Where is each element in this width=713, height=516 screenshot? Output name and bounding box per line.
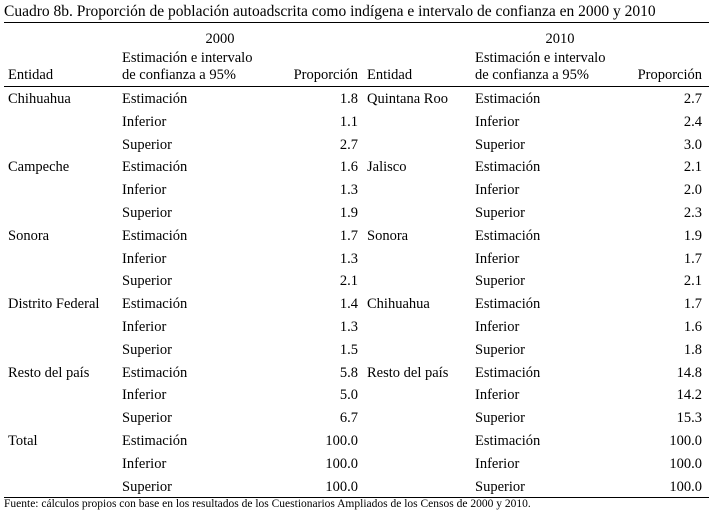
proportion-value: 100.0 xyxy=(325,478,358,495)
row-label: Estimación xyxy=(122,91,188,107)
row-label: Inferior xyxy=(122,455,167,472)
row-label: Inferior xyxy=(475,455,520,472)
row-label: Superior xyxy=(122,478,172,495)
row-label: Estimación xyxy=(122,159,188,176)
table-title: Cuadro 8b. Proporción de población autoa… xyxy=(4,3,656,20)
entity-name: Sonora xyxy=(367,227,409,244)
proportion-value: 1.6 xyxy=(339,159,358,176)
row-label: Estimación xyxy=(122,433,188,449)
proportion-value: 100.0 xyxy=(669,478,702,495)
proportion-value: 3.0 xyxy=(683,136,702,153)
entity-name: Resto del país xyxy=(8,364,90,381)
proportion-value: 2.1 xyxy=(683,273,702,290)
entity-name: Sonora xyxy=(8,227,50,244)
row-label: Inferior xyxy=(475,250,520,267)
entity-name: Total xyxy=(8,433,38,449)
proportion-value: 100.0 xyxy=(325,455,358,472)
proportion-value: 2.7 xyxy=(683,91,702,107)
proportion-value: 5.0 xyxy=(339,387,358,404)
entity-name: Jalisco xyxy=(367,159,407,176)
header-estimate-line2-2000: de confianza a 95% xyxy=(122,67,236,83)
proportion-value: 1.3 xyxy=(339,250,358,267)
row-label: Superior xyxy=(475,410,525,427)
proportion-value: 14.8 xyxy=(676,364,702,381)
proportion-value: 2.4 xyxy=(683,113,702,130)
proportion-value: 14.2 xyxy=(676,387,702,404)
entity-name: Chihuahua xyxy=(8,91,71,107)
proportion-value: 1.9 xyxy=(683,227,702,244)
proportion-value: 1.7 xyxy=(683,296,702,313)
proportion-value: 6.7 xyxy=(339,410,358,427)
row-label: Superior xyxy=(475,341,525,358)
proportion-value: 100.0 xyxy=(669,455,702,472)
proportion-value: 2.3 xyxy=(683,205,702,221)
proportion-value: 1.6 xyxy=(683,319,702,335)
row-label: Superior xyxy=(122,273,172,290)
proportion-value: 100.0 xyxy=(669,433,702,449)
header-proportion-2000: Proporción xyxy=(293,67,358,83)
proportion-value: 2.7 xyxy=(339,136,358,153)
row-label: Estimación xyxy=(475,433,541,449)
proportion-value: 1.3 xyxy=(339,182,358,199)
proportion-value: 1.8 xyxy=(683,341,702,358)
header-estimate-line1-2000: Estimación e intervalo xyxy=(122,50,253,66)
proportion-value: 1.7 xyxy=(339,227,358,244)
entity-name: Resto del país xyxy=(367,364,449,381)
row-label: Inferior xyxy=(475,319,520,335)
proportion-value: 100.0 xyxy=(325,433,358,449)
row-label: Inferior xyxy=(122,250,167,267)
proportion-value: 15.3 xyxy=(676,410,702,427)
header-entity-2010: Entidad xyxy=(367,67,413,83)
row-label: Superior xyxy=(475,136,525,153)
year-heading-2010: 2010 xyxy=(545,31,575,47)
proportion-value: 2.1 xyxy=(339,273,358,290)
row-label: Estimación xyxy=(122,296,188,313)
proportion-value: 1.1 xyxy=(339,113,358,130)
entity-name: Campeche xyxy=(8,159,70,176)
entity-name: Quintana Roo xyxy=(367,91,448,107)
proportion-value: 1.3 xyxy=(339,319,358,335)
header-rule xyxy=(4,86,709,87)
proportion-value: 1.7 xyxy=(683,250,702,267)
row-label: Superior xyxy=(122,410,172,427)
row-label: Superior xyxy=(475,205,525,221)
header-estimate-line2-2010: de confianza a 95% xyxy=(475,67,589,83)
proportion-value: 2.1 xyxy=(683,159,702,176)
row-label: Superior xyxy=(475,273,525,290)
proportion-value: 1.5 xyxy=(339,341,358,358)
row-label: Superior xyxy=(122,136,172,153)
proportion-value: 5.8 xyxy=(339,364,358,381)
proportion-value: 1.4 xyxy=(339,296,358,313)
row-label: Inferior xyxy=(475,387,520,404)
entity-name: Chihuahua xyxy=(367,296,430,313)
row-label: Estimación xyxy=(122,227,188,244)
proportion-value: 1.9 xyxy=(339,205,358,221)
entity-name: Distrito Federal xyxy=(8,296,100,313)
header-estimate-line1-2010: Estimación e intervalo xyxy=(475,50,606,66)
row-label: Inferior xyxy=(122,113,167,130)
year-heading-2000: 2000 xyxy=(205,31,235,47)
row-label: Inferior xyxy=(122,387,167,404)
row-label: Superior xyxy=(122,205,172,221)
bottom-rule xyxy=(4,497,709,498)
row-label: Inferior xyxy=(475,113,520,130)
row-label: Estimación xyxy=(475,296,541,313)
top-rule xyxy=(4,22,709,23)
row-label: Estimación xyxy=(122,364,188,381)
header-entity-2000: Entidad xyxy=(8,67,54,83)
proportion-value: 1.8 xyxy=(339,91,358,107)
row-label: Estimación xyxy=(475,159,541,176)
row-label: Estimación xyxy=(475,227,541,244)
footnote: Fuente: cálculos propios con base en los… xyxy=(4,498,531,510)
row-label: Inferior xyxy=(122,182,167,199)
row-label: Inferior xyxy=(122,319,167,335)
row-label: Estimación xyxy=(475,364,541,381)
row-label: Superior xyxy=(122,341,172,358)
row-label: Inferior xyxy=(475,182,520,199)
row-label: Superior xyxy=(475,478,525,495)
proportion-value: 2.0 xyxy=(683,182,702,199)
header-proportion-2010: Proporción xyxy=(637,67,702,83)
row-label: Estimación xyxy=(475,91,541,107)
